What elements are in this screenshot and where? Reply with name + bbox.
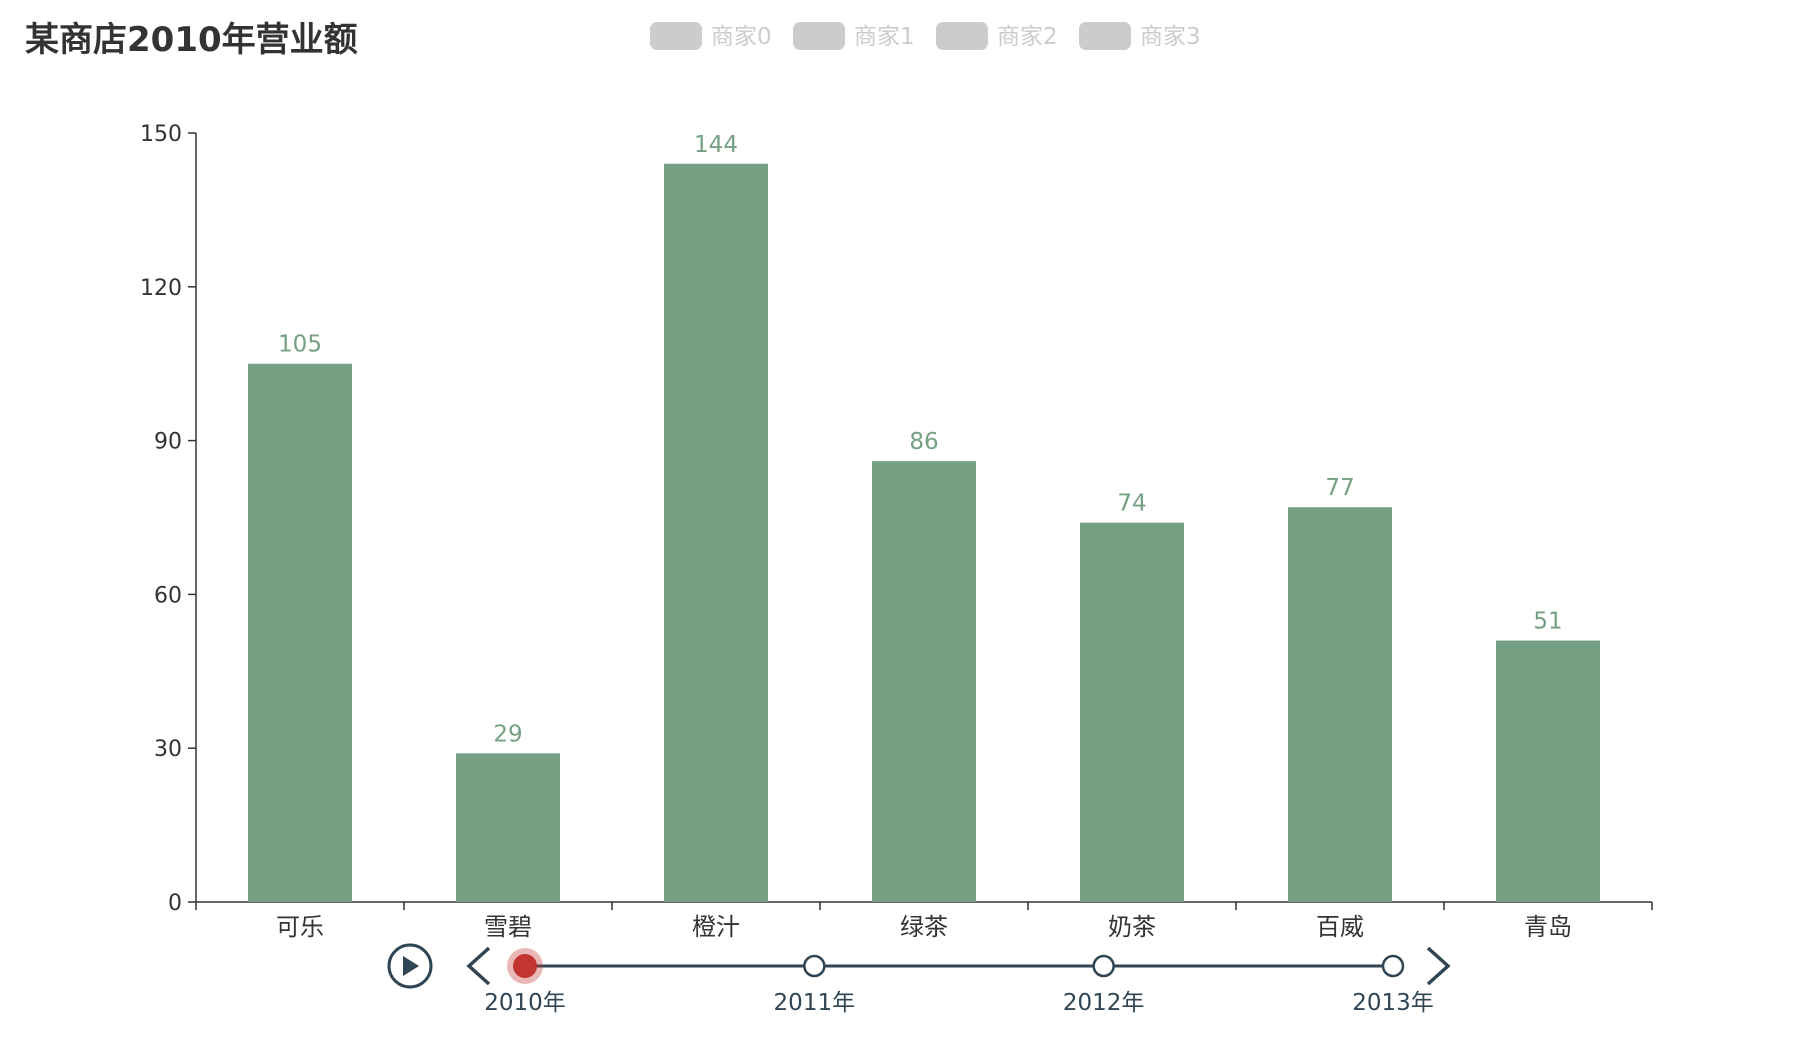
legend-label-3: 商家3 (1140, 24, 1201, 50)
legend-item-0[interactable]: 商家0 (650, 22, 772, 50)
x-category-label: 可乐 (276, 913, 324, 941)
legend-label-1: 商家1 (854, 24, 915, 50)
bar[interactable] (872, 461, 976, 902)
chevron-left-icon[interactable] (466, 946, 491, 986)
chevron-right-icon[interactable] (1426, 946, 1451, 986)
legend-swatch-1 (793, 22, 845, 50)
x-category-label: 百威 (1316, 913, 1364, 941)
x-category-label: 青岛 (1524, 913, 1572, 941)
y-tick-label: 120 (140, 276, 182, 301)
timeline-point[interactable] (1381, 954, 1405, 978)
bar-value-label: 51 (1533, 609, 1562, 635)
legend-label-2: 商家2 (997, 24, 1058, 50)
bar-value-label: 86 (909, 429, 938, 455)
y-tick-label: 30 (154, 737, 182, 762)
x-category-label: 绿茶 (900, 913, 948, 941)
play-button-ring (387, 943, 433, 989)
y-tick-label: 60 (154, 583, 182, 608)
legend-swatch-0 (650, 22, 702, 50)
play-button[interactable] (387, 943, 433, 989)
legend-item-1[interactable]: 商家1 (793, 22, 915, 50)
bar[interactable] (664, 163, 768, 902)
timeline-point[interactable] (1092, 954, 1115, 978)
bar-value-label: 74 (1117, 491, 1146, 517)
bar-value-label: 144 (694, 132, 738, 158)
legend-swatch-3 (1079, 22, 1131, 50)
x-ticks (195, 902, 1653, 910)
timeline-label: 2011年 (774, 990, 856, 1016)
y-tick-label: 90 (154, 430, 182, 455)
timeline-current-point[interactable] (513, 954, 537, 978)
y-tick-label: 0 (168, 891, 182, 916)
chart-title: 某商店2010年营业额 (25, 20, 358, 60)
y-tick-label: 150 (140, 122, 182, 147)
legend-item-2[interactable]: 商家2 (936, 22, 1058, 50)
x-category-label: 雪碧 (484, 913, 532, 941)
timeline: 2010年 2011年 2012年 2013年 (387, 943, 1451, 1016)
legend-label-0: 商家0 (711, 24, 772, 50)
bar[interactable] (248, 363, 352, 902)
bar[interactable] (1496, 640, 1600, 902)
bar[interactable] (1288, 507, 1392, 902)
legend-item-3[interactable]: 商家3 (1079, 22, 1201, 50)
bar-value-label: 105 (278, 332, 322, 358)
legend-swatch-2 (936, 22, 988, 50)
play-icon (403, 956, 419, 976)
bar[interactable] (456, 753, 560, 902)
timeline-point[interactable] (803, 954, 826, 978)
timeline-points: 2010年 2011年 2012年 2013年 (484, 948, 1434, 1016)
bar-value-label: 29 (493, 721, 522, 747)
timeline-label: 2012年 (1063, 990, 1145, 1016)
timeline-label: 2010年 (484, 990, 566, 1016)
y-ticks: 0 30 60 90 120 150 (140, 122, 196, 916)
bar-data-labels: 105 29 144 86 74 77 51 (278, 132, 1563, 748)
x-category-label: 奶茶 (1108, 913, 1156, 941)
bar-series (248, 163, 1600, 902)
x-category-label: 橙汁 (692, 913, 740, 941)
bar[interactable] (1080, 522, 1184, 902)
legend: 商家0 商家1 商家2 商家3 (650, 22, 1201, 50)
bar-value-label: 77 (1325, 475, 1354, 501)
category-labels: 可乐 雪碧 橙汁 绿茶 奶茶 百威 青岛 (276, 913, 1572, 941)
timeline-label: 2013年 (1352, 990, 1434, 1016)
